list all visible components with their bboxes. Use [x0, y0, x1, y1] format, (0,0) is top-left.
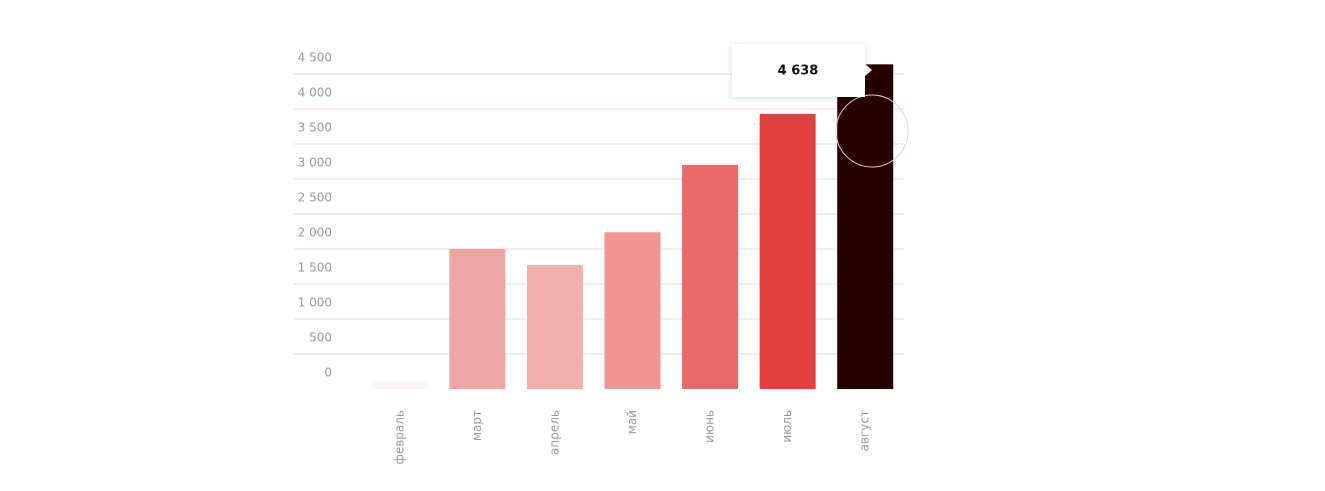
y-tick-label: 4 500: [298, 51, 332, 65]
x-tick-label: июль: [780, 410, 794, 443]
y-tick-label: 3 000: [298, 156, 332, 170]
y-tick-label: 1 000: [298, 296, 332, 310]
tooltip-box: [732, 44, 865, 97]
bar: [759, 113, 816, 390]
tooltip-value: 4 638: [778, 64, 819, 79]
x-tick-label: август: [858, 410, 872, 451]
bar: [449, 249, 506, 389]
x-tick-label: март: [470, 410, 484, 441]
tooltip: 4 638: [732, 44, 872, 97]
y-tick-label: 500: [309, 331, 332, 345]
y-tick-label: 2 500: [298, 191, 332, 205]
tooltip-pointer: [865, 64, 872, 76]
x-tick-label: июнь: [703, 410, 717, 443]
bar: [371, 381, 428, 389]
x-tick-label: февраль: [392, 410, 406, 464]
y-tick-label: 0: [324, 366, 332, 380]
bar: [682, 165, 739, 389]
x-tick-label: апрель: [547, 410, 561, 455]
y-tick-label: 1 500: [298, 261, 332, 275]
x-tick-label: май: [625, 410, 639, 434]
bar: [604, 232, 661, 389]
y-tick-label: 3 500: [298, 121, 332, 135]
bar: [837, 64, 894, 389]
y-tick-label: 4 000: [298, 86, 332, 100]
y-tick-label: 2 000: [298, 226, 332, 240]
hover-ring: [835, 94, 909, 168]
bar: [526, 265, 583, 389]
